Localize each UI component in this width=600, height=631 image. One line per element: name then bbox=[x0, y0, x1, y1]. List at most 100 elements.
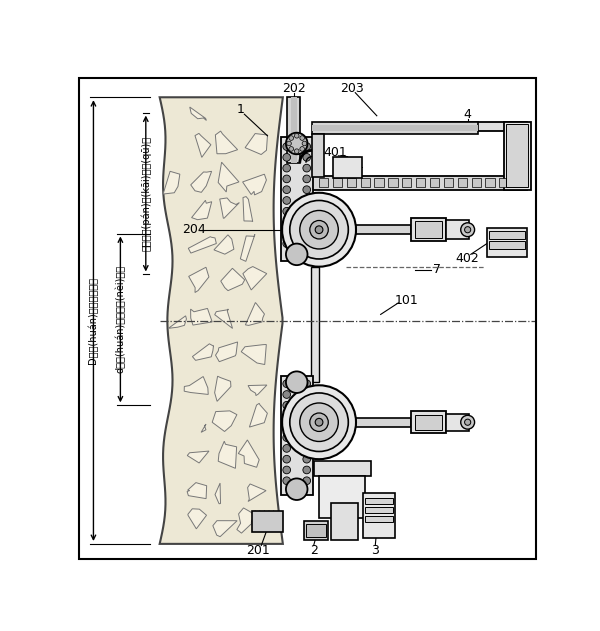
Circle shape bbox=[283, 240, 290, 247]
Circle shape bbox=[303, 466, 311, 474]
Circle shape bbox=[303, 445, 311, 452]
Bar bbox=[446, 220, 469, 239]
Text: 204: 204 bbox=[182, 223, 205, 236]
Circle shape bbox=[300, 211, 338, 249]
Polygon shape bbox=[215, 483, 221, 504]
Polygon shape bbox=[191, 172, 212, 192]
Circle shape bbox=[283, 175, 290, 183]
Polygon shape bbox=[241, 345, 266, 365]
Circle shape bbox=[303, 391, 311, 398]
Bar bbox=[333, 178, 342, 187]
Polygon shape bbox=[215, 309, 233, 328]
Circle shape bbox=[295, 149, 299, 153]
Circle shape bbox=[283, 229, 290, 237]
Bar bbox=[290, 97, 297, 163]
Circle shape bbox=[283, 164, 290, 172]
Bar bbox=[499, 178, 508, 187]
Circle shape bbox=[295, 134, 299, 138]
Polygon shape bbox=[215, 131, 238, 154]
Circle shape bbox=[282, 386, 356, 459]
Polygon shape bbox=[218, 162, 239, 192]
Circle shape bbox=[315, 418, 323, 426]
Polygon shape bbox=[245, 302, 265, 326]
Bar bbox=[319, 476, 365, 519]
Bar bbox=[281, 376, 313, 495]
Circle shape bbox=[302, 141, 307, 146]
Bar bbox=[365, 507, 393, 513]
Polygon shape bbox=[218, 441, 236, 468]
Circle shape bbox=[303, 153, 311, 161]
Bar bbox=[281, 138, 313, 261]
Bar bbox=[363, 493, 395, 538]
Circle shape bbox=[283, 423, 290, 431]
Circle shape bbox=[303, 401, 311, 409]
Text: 402: 402 bbox=[456, 252, 479, 266]
Text: 203: 203 bbox=[340, 81, 364, 95]
Polygon shape bbox=[221, 268, 245, 291]
Circle shape bbox=[283, 456, 290, 463]
Circle shape bbox=[303, 175, 311, 183]
Circle shape bbox=[290, 393, 349, 451]
Text: d（環(huán)形斷面內(nèi)徑）: d（環(huán)形斷面內(nèi)徑） bbox=[115, 265, 125, 373]
Text: 第一刀盤(pán)開(kāi)挖區(qū)域: 第一刀盤(pán)開(kāi)挖區(qū)域 bbox=[140, 136, 151, 251]
Circle shape bbox=[303, 456, 311, 463]
Bar bbox=[365, 516, 393, 522]
Text: 4: 4 bbox=[464, 108, 472, 121]
Polygon shape bbox=[237, 508, 258, 533]
Polygon shape bbox=[248, 385, 267, 396]
Circle shape bbox=[283, 412, 290, 420]
Polygon shape bbox=[214, 235, 234, 254]
Text: 1: 1 bbox=[236, 103, 244, 116]
Text: 202: 202 bbox=[282, 81, 305, 95]
Circle shape bbox=[283, 380, 290, 387]
Bar bbox=[444, 178, 453, 187]
Circle shape bbox=[286, 372, 308, 393]
Bar bbox=[472, 178, 481, 187]
Polygon shape bbox=[248, 484, 266, 502]
Circle shape bbox=[286, 478, 308, 500]
Circle shape bbox=[303, 240, 311, 247]
Bar bbox=[489, 241, 524, 249]
Bar bbox=[415, 415, 442, 430]
Bar bbox=[485, 178, 494, 187]
Circle shape bbox=[303, 477, 311, 485]
Circle shape bbox=[315, 226, 323, 233]
Circle shape bbox=[303, 164, 311, 172]
Circle shape bbox=[303, 229, 311, 237]
Text: 2: 2 bbox=[310, 545, 317, 557]
Bar bbox=[489, 231, 524, 239]
Circle shape bbox=[303, 412, 311, 420]
Circle shape bbox=[283, 153, 290, 161]
Polygon shape bbox=[212, 411, 237, 432]
Circle shape bbox=[303, 218, 311, 226]
Bar bbox=[412, 218, 446, 241]
Text: 7: 7 bbox=[433, 263, 441, 276]
Circle shape bbox=[282, 192, 356, 267]
Polygon shape bbox=[213, 521, 237, 536]
Text: D（環(huán)形斷面外徑）: D（環(huán)形斷面外徑） bbox=[88, 277, 98, 364]
Circle shape bbox=[461, 415, 475, 429]
Bar bbox=[319, 418, 412, 427]
Polygon shape bbox=[238, 440, 259, 468]
Circle shape bbox=[303, 143, 311, 150]
Polygon shape bbox=[220, 198, 239, 218]
Circle shape bbox=[283, 197, 290, 204]
Polygon shape bbox=[243, 197, 253, 221]
Polygon shape bbox=[187, 483, 206, 498]
Polygon shape bbox=[241, 234, 255, 261]
Bar bbox=[416, 178, 425, 187]
Polygon shape bbox=[188, 509, 206, 529]
Circle shape bbox=[283, 208, 290, 215]
Bar bbox=[333, 156, 362, 178]
Text: 3: 3 bbox=[371, 545, 379, 557]
Bar bbox=[312, 125, 478, 131]
Bar bbox=[319, 225, 412, 234]
Circle shape bbox=[290, 201, 349, 259]
Polygon shape bbox=[191, 200, 212, 220]
Bar bbox=[402, 178, 412, 187]
Bar bbox=[311, 267, 319, 382]
Polygon shape bbox=[250, 403, 268, 427]
Circle shape bbox=[303, 208, 311, 215]
Bar bbox=[252, 510, 283, 533]
Circle shape bbox=[303, 423, 311, 431]
